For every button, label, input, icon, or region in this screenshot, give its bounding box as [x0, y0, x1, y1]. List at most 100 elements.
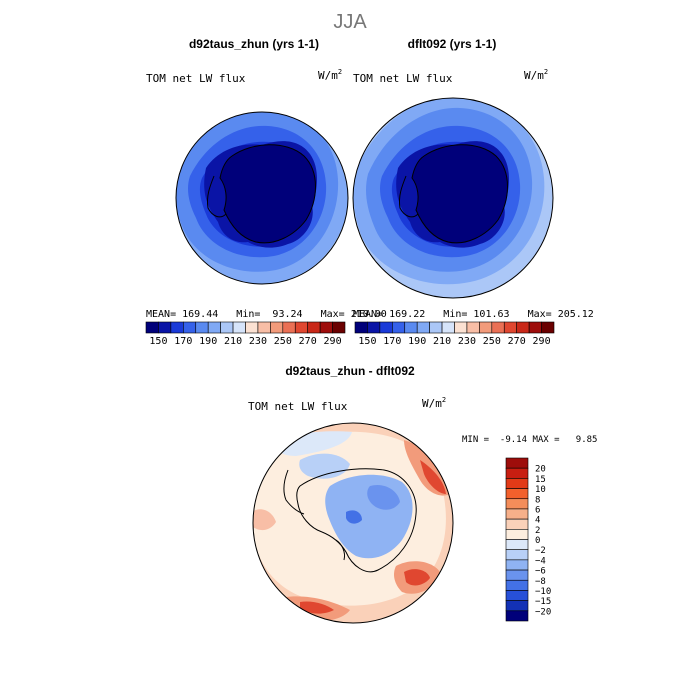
right-colorbar-swatch [379, 321, 393, 334]
diff-panel-title: d92taus_zhun - dflt092 [285, 364, 415, 378]
left-colorbar-swatch [207, 321, 221, 334]
diff-colorbar-swatch [505, 518, 529, 530]
left-colorbar-swatch [170, 321, 184, 334]
diff-colorbar-swatch [505, 539, 529, 550]
right-colorbar-tick-label: 230 [458, 336, 476, 347]
left-colorbar-tick-label: 250 [274, 336, 292, 347]
diff-colorbar-tick-label: 2 [535, 526, 540, 536]
diff-colorbar-swatch [505, 467, 529, 479]
left-colorbar-swatch [307, 321, 321, 334]
diff-units-base: W/m [422, 397, 442, 410]
diff-colorbar-swatch [505, 508, 529, 520]
diff-colorbar-tick-label: 4 [535, 516, 540, 526]
diff-colorbar-swatch [505, 610, 529, 622]
right-colorbar-swatch [503, 321, 517, 334]
diff-colorbar-tick-label: −4 [535, 556, 546, 566]
right-colorbar-swatch [367, 321, 381, 334]
right-colorbar-swatch [441, 321, 455, 334]
diff-colorbar-tick-label: 10 [535, 485, 546, 495]
diff-variable-label: TOM net LW flux [248, 400, 348, 413]
left-colorbar-tick-label: 190 [199, 336, 217, 347]
right-panel: dflt092 (yrs 1-1) TOM net LW flux W/m2 M… [352, 37, 594, 347]
left-colorbar-tick-label: 230 [249, 336, 267, 347]
right-panel-title: dflt092 (yrs 1-1) [408, 37, 497, 51]
diff-colorbar-tick-label: −2 [535, 546, 546, 556]
diff-colorbar-tick-label: 20 [535, 465, 546, 475]
right-colorbar-swatch [416, 321, 430, 334]
left-colorbar-swatch [294, 321, 308, 334]
left-colorbar-swatch [332, 321, 346, 334]
right-colorbar-tick-label: 170 [383, 336, 401, 347]
main-title: JJA [333, 11, 367, 33]
left-colorbar-swatch [183, 321, 197, 334]
diff-colorbar-swatch [505, 579, 529, 591]
diff-colorbar-swatch [505, 600, 529, 612]
diff-minmax: MIN = -9.14 MAX = 9.85 [462, 435, 597, 445]
left-colorbar-swatch [195, 321, 209, 334]
left-colorbar-swatch [319, 321, 333, 334]
diff-units-label: W/m2 [422, 396, 446, 410]
left-colorbar-tick-label: 290 [324, 336, 342, 347]
diff-colorbar-tick-label: 15 [535, 475, 546, 485]
left-colorbar-swatch [257, 321, 271, 334]
diff-colorbar-swatch [505, 488, 529, 500]
left-colorbar-swatch [220, 321, 234, 334]
diff-colorbar-swatch [505, 559, 529, 571]
diff-map-border [252, 422, 454, 624]
left-panel: d92taus_zhun (yrs 1-1) TOM net LW flux W… [145, 37, 387, 347]
left-colorbar-swatch [158, 321, 172, 334]
right-stats: MEAN= 169.22 Min= 101.63 Max= 205.12 [353, 309, 594, 320]
diff-colorbar-tick-label: −20 [535, 607, 551, 617]
left-colorbar-swatch [245, 321, 259, 334]
right-colorbar-tick-label: 290 [533, 336, 551, 347]
right-colorbar-swatch [528, 321, 542, 334]
diff-polar-map [253, 423, 453, 623]
left-colorbar: 150 170 190 210 230 250 270 290 [145, 321, 346, 347]
left-units-label: W/m2 [318, 68, 342, 82]
left-colorbar-swatch [270, 321, 284, 334]
left-panel-title: d92taus_zhun (yrs 1-1) [189, 37, 319, 51]
right-colorbar-tick-label: 210 [433, 336, 451, 347]
right-colorbar-swatch [404, 321, 418, 334]
diff-colorbar-swatch [505, 549, 529, 561]
left-colorbar-swatch [145, 321, 159, 334]
left-colorbar-tick-label: 170 [174, 336, 192, 347]
diff-colorbar-swatch [505, 457, 529, 469]
left-colorbar-tick-label: 270 [299, 336, 317, 347]
diff-colorbar-tick-label: −8 [535, 577, 546, 587]
difference-panel: d92taus_zhun - dflt092 TOM net LW flux W… [248, 364, 597, 624]
right-colorbar-swatch [392, 321, 406, 334]
right-variable-label: TOM net LW flux [353, 72, 453, 85]
diff-colorbar-swatch [505, 498, 529, 510]
right-polar-map [353, 98, 553, 298]
left-polar-map [176, 112, 348, 284]
diff-colorbar-swatch [505, 529, 529, 540]
left-colorbar-swatch [232, 321, 246, 334]
right-colorbar-swatch [516, 321, 530, 334]
right-colorbar-tick-label: 150 [358, 336, 376, 347]
diff-colorbar-tick-label: −15 [535, 597, 551, 607]
right-map-border [352, 97, 554, 299]
right-colorbar-tick-label: 250 [483, 336, 501, 347]
right-colorbar-swatch [429, 321, 443, 334]
right-colorbar-tick-label: 190 [408, 336, 426, 347]
diff-colorbar-tick-label: 0 [535, 536, 540, 546]
diff-colorbar-swatch [505, 478, 529, 489]
right-units-label: W/m2 [524, 68, 548, 82]
right-colorbar-tick-label: 270 [508, 336, 526, 347]
diff-colorbar-swatch [505, 569, 529, 581]
right-colorbar-swatch [354, 321, 368, 334]
right-colorbar-swatch [479, 321, 493, 334]
left-units-exp: 2 [338, 68, 342, 76]
left-colorbar-tick-label: 210 [224, 336, 242, 347]
right-colorbar-swatch [466, 321, 480, 334]
diff-colorbar-tick-label: 6 [535, 505, 540, 515]
left-map-border [175, 111, 349, 285]
left-stats: MEAN= 169.44 Min= 93.24 Max= 210.00 [146, 309, 387, 320]
right-units-exp: 2 [544, 68, 548, 76]
diff-colorbar-tick-label: 8 [535, 495, 540, 505]
left-variable-label: TOM net LW flux [146, 72, 246, 85]
left-colorbar-swatch [282, 321, 296, 334]
diff-colorbar-tick-label: −6 [535, 567, 546, 577]
